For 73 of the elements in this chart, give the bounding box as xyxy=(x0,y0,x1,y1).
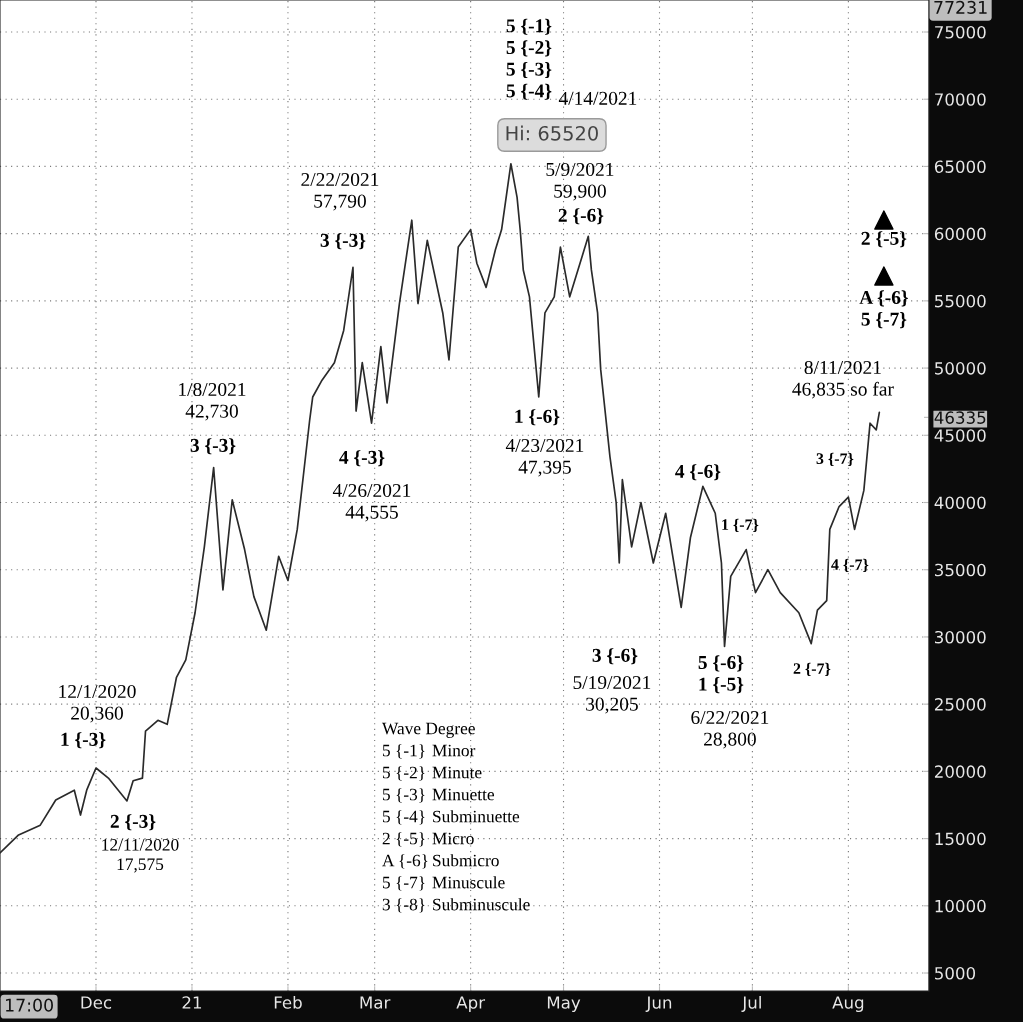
annotation: 12/1/2020 20,360 xyxy=(59,684,136,723)
y-tick-label: 30000 xyxy=(935,630,986,644)
y-tick-label: 55000 xyxy=(935,294,986,308)
y-tick-label: 70000 xyxy=(935,93,986,106)
x-tick-label: Mar xyxy=(360,996,391,1009)
annotation: 5 {-4} xyxy=(382,810,425,825)
annotation: 5 {-1} 5 {-2} 5 {-3} 5 {-4} xyxy=(506,18,552,100)
y-tick-label: 50000 xyxy=(935,362,986,375)
annotation: 5 {-1} xyxy=(382,744,425,759)
annotation: Wave Degree xyxy=(381,722,475,738)
annotation: 3 {-3} xyxy=(320,233,366,250)
x-tick-label: Jul xyxy=(741,995,761,1012)
y-tick-label: 25000 xyxy=(934,698,986,711)
annotation: 1/8/2021 42,730 xyxy=(179,382,246,421)
annotation: A {-6} xyxy=(382,854,428,869)
y-tick-label: 65000 xyxy=(934,160,986,173)
text: 17:00 xyxy=(6,998,53,1012)
y-tick-label: 35000 xyxy=(935,563,986,577)
y-tick-label: 60000 xyxy=(934,227,986,241)
y-tick-label: 5000 xyxy=(935,966,976,980)
annotation: 4/23/2021 47,395 xyxy=(505,438,584,477)
annotation: 12/11/2020 17,575 xyxy=(102,838,179,873)
annotation: 4/14/2021 xyxy=(558,91,637,105)
y-tick-label: 40000 xyxy=(934,496,986,510)
x-tick-label: Jun xyxy=(645,996,672,1012)
x-tick-label: 21 xyxy=(182,996,202,1009)
annotation: 1 {-3} xyxy=(61,732,106,749)
x-tick-label: Dec xyxy=(81,996,112,1009)
y-tick-label: 20000 xyxy=(934,765,986,778)
y-tick-label: 46335 xyxy=(934,411,986,424)
y-tick-label: 75000 xyxy=(935,25,986,39)
annotation: 2 {-3} xyxy=(110,814,156,831)
annotation: 5 {-7} xyxy=(382,876,425,891)
y-tick-label: 15000 xyxy=(935,832,986,846)
x-tick-label: Apr xyxy=(456,996,486,1013)
x-tick-label: Aug xyxy=(832,996,864,1013)
annotation: 3 {-3} xyxy=(190,438,236,455)
annotation: 2 {-5} xyxy=(861,231,907,248)
annotation: 2 {-5} xyxy=(382,832,425,847)
annotation: 6/22/2021 28,800 xyxy=(691,710,769,749)
x-tick-label: May xyxy=(547,996,581,1013)
annotation: Minuscule xyxy=(432,876,505,889)
annotation: 5 {-6} 1 {-5} xyxy=(698,655,744,694)
annotation: 4 {-6} xyxy=(675,464,721,481)
annotation: Minute xyxy=(432,766,482,779)
annotation: Hi: 65520 xyxy=(506,125,598,141)
annotation: 5/19/2021 30,205 xyxy=(573,675,651,714)
annotation: 3 {-7} xyxy=(816,452,854,466)
annotation: Submicro xyxy=(433,854,499,867)
annotation: 8/11/2021 46,835 so far xyxy=(792,360,894,399)
annotation: 2 {-7} xyxy=(793,662,831,676)
annotation: 5 {-3} xyxy=(382,788,425,803)
annotation: 5 {-2} xyxy=(382,766,425,781)
x-tick-label: Feb xyxy=(274,995,302,1009)
y-tick-label: 45000 xyxy=(934,429,986,442)
annotation: A {-6} 5 {-7} xyxy=(859,290,908,329)
annotation: Minor xyxy=(432,744,476,757)
annotation: Micro xyxy=(432,832,474,845)
annotation: 3 {-8} xyxy=(382,898,425,913)
annotation: Minuette xyxy=(432,788,495,801)
annotation: 1 {-7} xyxy=(722,518,759,532)
y-tick-label: 10000 xyxy=(935,899,986,913)
annotation: 4 {-3} xyxy=(339,450,385,467)
annotation: Subminuette xyxy=(433,810,520,823)
annotation: 4/26/2021 44,555 xyxy=(332,483,411,522)
annotation: 5/9/2021 59,900 xyxy=(546,162,614,201)
annotation: 2/22/2021 57,790 xyxy=(301,172,379,211)
text: 77231 xyxy=(934,0,987,14)
annotation: 2 {-6} xyxy=(558,208,604,225)
annotation: 3 {-6} xyxy=(592,648,638,665)
annotation: 1 {-6} xyxy=(515,409,560,426)
annotation: Subminuscule xyxy=(433,898,530,911)
annotation: 4 {-7} xyxy=(831,558,869,572)
